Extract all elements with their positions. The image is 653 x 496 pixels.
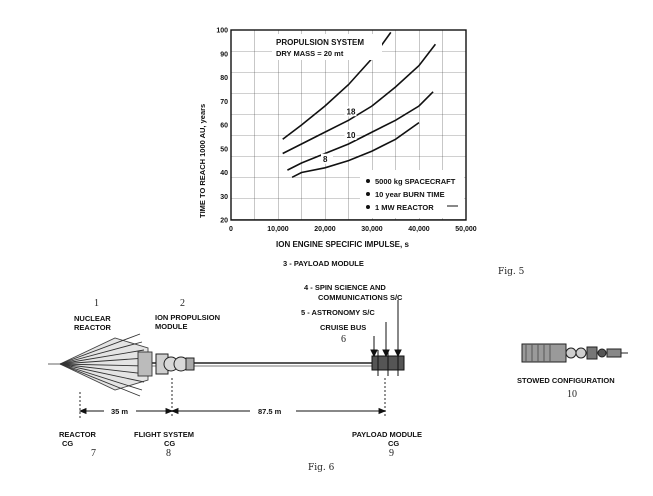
chart-y-tick-label: 100 [216,28,228,35]
nuclear-reactor-graphic [48,333,153,397]
label-ion-number: 2 [180,298,185,309]
stowed-configuration-graphic [521,343,628,363]
label-cruise-bus-number: 6 [341,334,346,345]
label-reactor: REACTOR [74,323,111,332]
chart-x-tick-label: 50,000 [455,226,477,233]
chart-y-axis-label: TIME TO REACH 1000 AU, years [198,104,207,218]
label-stowed-number: 10 [567,389,577,400]
label-flight-system-cg: FLIGHT SYSTEM [134,430,194,439]
chart-series-line-18 [282,43,437,155]
chart-tick-layer: 0 10,000 20,000 30,000 40,000 50,000 20 30 40 50 6… [216,28,476,234]
chart-y-tick-label: 60 [220,123,228,130]
chart-legend-backdrop [360,170,464,218]
chart-subtitle: DRY MASS = 20 mt [276,49,344,58]
label-nuclear-number: 1 [94,298,99,309]
legend-item-reactor: 1 MW REACTOR [375,203,434,212]
chart-x-tick-label: 0 [229,226,233,233]
label-cruise-bus: CRUISE BUS [320,323,367,332]
chart-x-tick-label: 20,000 [314,226,336,233]
label-stowed-configuration: STOWED CONFIGURATION [517,376,615,385]
label-spin-science: 4 - SPIN SCIENCE AND [304,283,386,292]
label-spin-science-2: COMMUNICATIONS S/C [318,293,403,302]
payload-callout-arrows [370,300,402,358]
chart-series-label: 8 [323,155,328,164]
chart-y-tick-label: 90 [220,51,228,58]
label-reactor-cg: REACTOR [59,430,96,439]
chart-x-axis-label: ION ENGINE SPECIFIC IMPULSE, s [276,240,409,249]
label-dim-87m: 87.5 m [258,407,282,416]
chart-y-tick-label: 30 [220,194,228,201]
chart-series-line-8 [291,121,420,179]
label-reactor-cg-2: CG [62,439,74,448]
label-module: MODULE [155,322,188,331]
chart-x-tick-label: 30,000 [361,226,383,233]
label-ion-propulsion: ION PROPULSION [155,313,221,322]
legend-item-spacecraft: 5000 kg SPACECRAFT [375,177,456,186]
chart-series-label-backdrop [344,106,357,117]
label-astronomy: 5 - ASTRONOMY S/C [301,308,375,317]
chart-title: PROPULSION SYSTEM [276,38,364,47]
ion-propulsion-module-graphic [155,353,195,375]
label-reactor-cg-number: 7 [91,448,96,459]
figure-5-caption: Fig. 5 [498,267,525,277]
chart-y-tick-label: 20 [220,218,228,225]
label-payload-module-cg-number: 9 [389,448,394,459]
chart-y-tick-label: 40 [220,170,228,177]
label-payload-module: 3 - PAYLOAD MODULE [283,259,364,268]
chart-series-label-backdrop [321,153,333,164]
chart-series-label: 18 [347,107,356,116]
chart-x-tick-label: 40,000 [408,226,430,233]
legend-bullet-icon [366,205,370,209]
figure-6-caption: Fig. 6 [308,463,335,473]
chart-title-backdrop [272,34,382,60]
label-dim-35m: 35 m [111,407,129,416]
label-flight-system-cg-2: CG [164,439,176,448]
chart-y-tick-label: 80 [220,75,228,82]
legend-item-burn-time: 10 year BURN TIME [375,190,445,199]
label-payload-module-cg-2: CG [388,439,400,448]
chart-series-label-backdrop [344,130,357,140]
chart-series-line-10 [287,91,434,171]
chart-y-tick-label: 50 [220,146,228,153]
cg-dimension-lines [78,378,387,418]
label-flight-system-cg-number: 8 [166,448,171,459]
chart-series-label: 10 [347,131,356,140]
legend-bullet-icon [366,179,370,183]
label-payload-module-cg: PAYLOAD MODULE [352,430,423,439]
label-nuclear: NUCLEAR [74,314,111,323]
chart-x-tick-label: 10,000 [267,226,289,233]
chart-y-tick-label: 70 [220,99,228,106]
legend-bullet-icon [366,192,370,196]
chart-plot-area [230,29,467,221]
